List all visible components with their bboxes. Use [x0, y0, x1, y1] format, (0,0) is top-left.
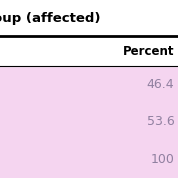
Bar: [0, 0, 178, 36]
Text: oup (affected): oup (affected): [0, 12, 100, 25]
Text: 100: 100: [151, 153, 174, 166]
Bar: [0, 66, 178, 178]
Text: Percent: Percent: [123, 45, 174, 58]
Bar: [0, 36, 178, 66]
Text: 53.6: 53.6: [147, 115, 174, 129]
Text: 46.4: 46.4: [147, 78, 174, 91]
